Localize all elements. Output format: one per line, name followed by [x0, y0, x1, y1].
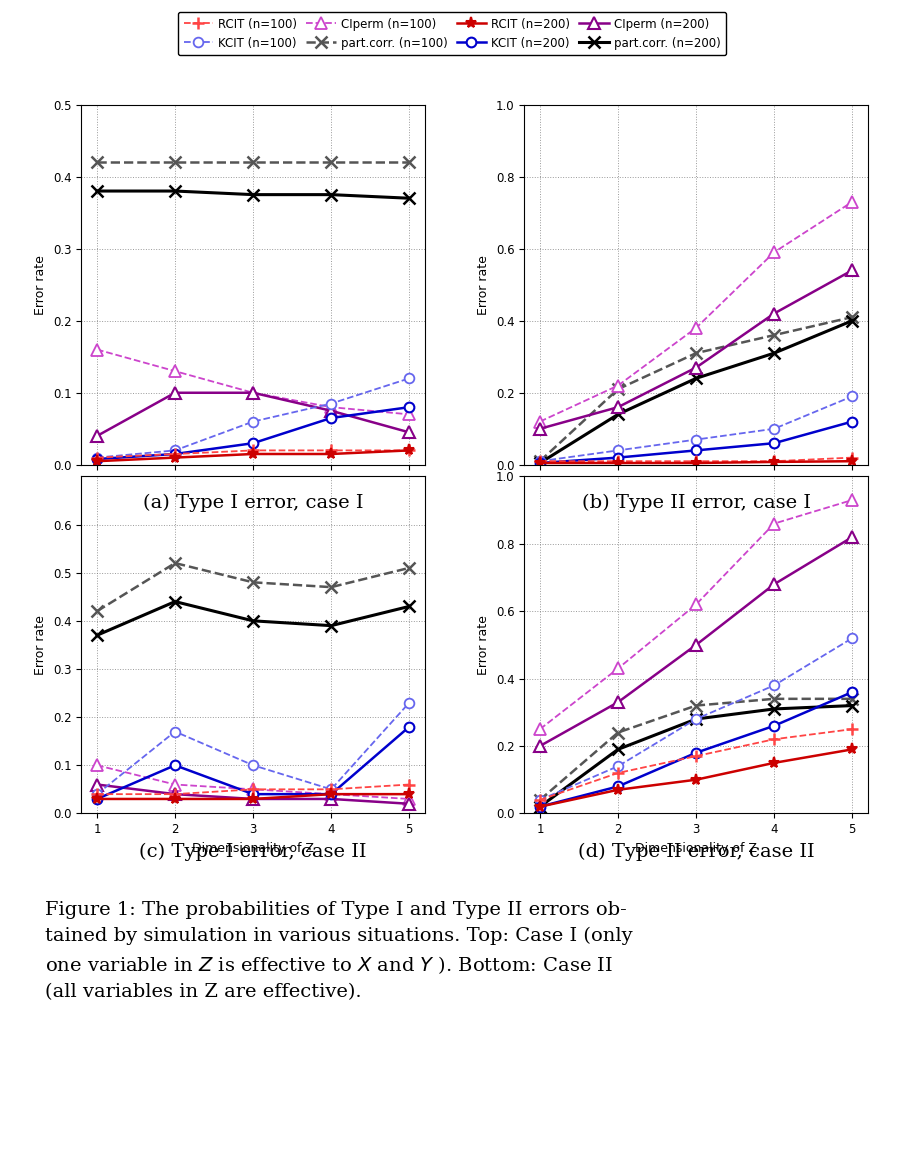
X-axis label: Dimensionality of Z: Dimensionality of Z	[635, 841, 756, 855]
Text: (d) Type II error, case II: (d) Type II error, case II	[577, 842, 814, 861]
Text: (b) Type II error, case I: (b) Type II error, case I	[581, 494, 810, 512]
Y-axis label: Error rate: Error rate	[477, 254, 489, 315]
X-axis label: Dimensionality of Z: Dimensionality of Z	[635, 493, 756, 507]
Y-axis label: Error rate: Error rate	[477, 615, 489, 675]
Legend: RCIT (n=100), KCIT (n=100), CIperm (n=100), part.corr. (n=100), RCIT (n=200), KC: RCIT (n=100), KCIT (n=100), CIperm (n=10…	[178, 12, 725, 56]
Text: (a) Type I error, case I: (a) Type I error, case I	[143, 494, 363, 512]
Y-axis label: Error rate: Error rate	[34, 254, 47, 315]
Y-axis label: Error rate: Error rate	[34, 615, 47, 675]
X-axis label: Dimensionality of Z: Dimensionality of Z	[192, 493, 313, 507]
Text: Figure 1: The probabilities of Type I and Type II errors ob-
tained by simulatio: Figure 1: The probabilities of Type I an…	[45, 901, 632, 1002]
Text: (c) Type I error, case II: (c) Type I error, case II	[139, 842, 367, 861]
X-axis label: Dimensionality of Z: Dimensionality of Z	[192, 841, 313, 855]
